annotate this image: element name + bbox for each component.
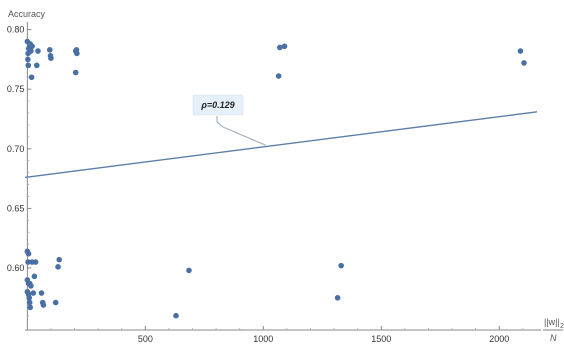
x-tick-label: 2000 xyxy=(489,334,509,344)
callout-leader-line xyxy=(216,116,266,146)
x-tick-label: 1500 xyxy=(371,334,391,344)
data-point xyxy=(72,69,79,76)
data-point xyxy=(74,50,80,57)
data-point xyxy=(28,283,34,289)
data-point xyxy=(281,43,288,50)
data-point xyxy=(29,43,35,50)
data-point xyxy=(30,290,37,296)
data-point xyxy=(52,299,59,306)
data-point xyxy=(28,74,35,81)
data-point xyxy=(56,256,63,263)
x-axis-title-numerator: ||w|| xyxy=(544,317,560,327)
data-point xyxy=(25,259,31,265)
callout-label: ρ=0.129 xyxy=(200,100,234,110)
data-point xyxy=(517,48,524,54)
data-point xyxy=(35,48,41,54)
data-point xyxy=(25,56,31,63)
data-point xyxy=(26,295,33,301)
data-point xyxy=(186,267,192,274)
data-point xyxy=(277,44,283,51)
axes xyxy=(25,22,541,331)
callout-box xyxy=(192,94,244,116)
x-axis-title: ||w|| 2 N xyxy=(543,317,564,343)
data-point xyxy=(28,48,34,54)
data-point xyxy=(338,262,344,269)
x-ticks: 500 1000 1500 2000 xyxy=(50,326,524,344)
data-point xyxy=(173,312,179,319)
data-point xyxy=(46,47,53,53)
x-axis-title-denominator: N xyxy=(550,333,557,343)
y-tick-label: 0.75 xyxy=(7,84,25,94)
correlation-callout: ρ=0.129 xyxy=(192,94,266,146)
data-point xyxy=(38,290,45,296)
data-points xyxy=(24,38,527,319)
data-point xyxy=(25,250,32,257)
y-axis-title: Accuracy xyxy=(8,9,46,19)
data-point xyxy=(33,62,40,69)
data-point xyxy=(25,62,32,69)
data-point xyxy=(521,60,527,66)
y-tick-label: 0.70 xyxy=(7,144,25,154)
y-tick-label: 0.80 xyxy=(7,25,25,35)
x-tick-label: 1000 xyxy=(253,334,273,344)
data-point xyxy=(275,73,282,79)
y-tick-label: 0.65 xyxy=(7,203,25,213)
data-point xyxy=(55,264,61,270)
data-point xyxy=(27,304,33,311)
data-point xyxy=(40,302,47,308)
data-point xyxy=(334,295,341,301)
data-point xyxy=(26,299,33,306)
x-axis-title-subscript: 2 xyxy=(560,323,564,330)
y-ticks: 0.60 0.65 0.70 0.75 0.80 xyxy=(7,25,32,317)
data-point xyxy=(32,259,39,265)
data-point xyxy=(31,273,38,280)
data-point xyxy=(48,55,54,61)
regression-line xyxy=(24,111,538,179)
x-tick-label: 500 xyxy=(138,334,153,344)
y-tick-label: 0.60 xyxy=(7,263,25,273)
